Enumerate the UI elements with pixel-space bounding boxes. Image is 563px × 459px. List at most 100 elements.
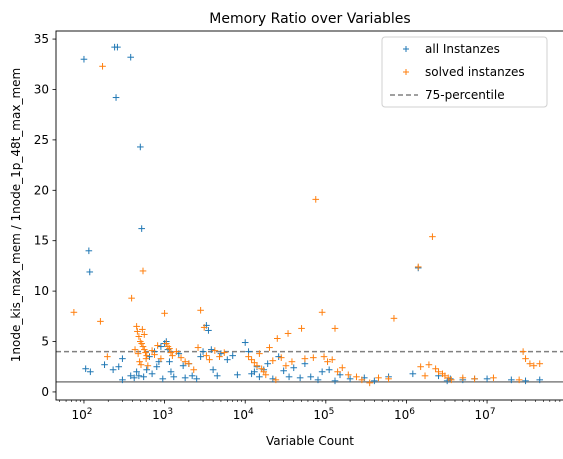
data-point [114, 43, 121, 51]
data-point [82, 365, 89, 373]
data-point [459, 374, 467, 382]
data-point [298, 325, 305, 332]
x-tick-label: 102 [71, 407, 92, 422]
data-point [417, 363, 424, 371]
legend-label-percentile: 75-percentile [425, 88, 505, 102]
data-point [269, 357, 277, 364]
data-point [301, 355, 309, 362]
x-tick-label: 103 [152, 407, 173, 422]
data-point [272, 376, 280, 384]
data-point [358, 376, 366, 384]
y-tick-label: 35 [34, 32, 49, 46]
x-tick-label: 107 [475, 407, 496, 422]
data-point [170, 373, 178, 381]
data-point [220, 349, 228, 356]
data-point [139, 267, 147, 275]
data-point [80, 55, 88, 63]
data-point [264, 360, 271, 368]
data-point [483, 375, 491, 383]
data-point [285, 373, 293, 381]
data-point [441, 372, 449, 380]
data-point [213, 372, 221, 380]
x-tick-label: 105 [313, 407, 334, 422]
x-axis: 102 103 104 105 106 107 [59, 400, 561, 422]
data-point [185, 360, 193, 368]
data-point [70, 308, 78, 316]
data-point [307, 373, 315, 381]
data-point [314, 376, 322, 384]
data-point [166, 358, 173, 365]
data-point [101, 361, 108, 369]
data-point [344, 371, 352, 379]
data-point [86, 268, 94, 276]
legend-marker-all [403, 46, 409, 52]
legend: all Instanzes solved instanzes 75-percen… [381, 36, 548, 108]
series-layer [70, 43, 544, 387]
data-point [385, 375, 392, 383]
legend-box [381, 36, 548, 108]
data-point [161, 309, 168, 317]
data-point [87, 368, 94, 376]
data-point [229, 352, 237, 359]
data-point [131, 346, 139, 353]
data-point [109, 366, 117, 374]
y-tick-label: 10 [34, 284, 49, 298]
data-point [353, 373, 360, 381]
data-point [334, 368, 341, 376]
data-point [266, 344, 273, 351]
data-point [199, 348, 207, 355]
data-point [203, 352, 210, 359]
data-point [435, 368, 442, 376]
y-tick-label: 25 [34, 133, 49, 147]
data-point [536, 376, 544, 384]
data-point [137, 143, 144, 151]
data-point [256, 373, 263, 381]
data-point [85, 247, 93, 255]
data-point [284, 330, 292, 337]
data-point [318, 308, 326, 316]
data-point [140, 346, 148, 353]
data-point [142, 349, 149, 356]
data-point [139, 343, 147, 350]
data-point [346, 375, 354, 383]
data-point [331, 377, 339, 385]
data-point [471, 375, 478, 383]
data-point [139, 326, 146, 333]
data-point [167, 349, 175, 356]
data-point [508, 376, 515, 384]
y-tick-label: 15 [34, 234, 49, 248]
y-tick-label: 0 [41, 385, 49, 399]
data-point [328, 356, 336, 363]
data-point [157, 343, 165, 350]
data-point [115, 363, 123, 371]
data-point [135, 333, 143, 340]
data-point [188, 372, 196, 380]
data-point [290, 364, 298, 372]
data-point [119, 355, 126, 362]
data-point [280, 367, 287, 375]
y-tick-label: 30 [34, 82, 49, 96]
data-point [310, 354, 317, 361]
data-point [209, 366, 217, 374]
data-point [154, 342, 161, 349]
data-point [138, 340, 145, 347]
x-tick-label: 104 [233, 407, 254, 422]
data-point [519, 348, 527, 355]
data-point [414, 263, 422, 271]
data-point [151, 351, 158, 358]
data-point [135, 372, 143, 380]
y-axis-label: 1node_kis_max_mem / 1node_1p_48t_max_mem [9, 68, 23, 362]
legend-marker-solved [403, 69, 409, 75]
data-point [251, 368, 258, 376]
data-point [522, 377, 529, 385]
data-point [142, 355, 150, 362]
data-point [515, 376, 523, 384]
data-point [127, 372, 135, 380]
data-point [312, 196, 320, 203]
reference-lines [56, 350, 563, 383]
data-point [530, 362, 538, 370]
chart-title: Memory Ratio over Variables [209, 11, 410, 27]
data-point [169, 352, 176, 359]
plot-frame [55, 30, 563, 401]
data-point [269, 375, 277, 383]
